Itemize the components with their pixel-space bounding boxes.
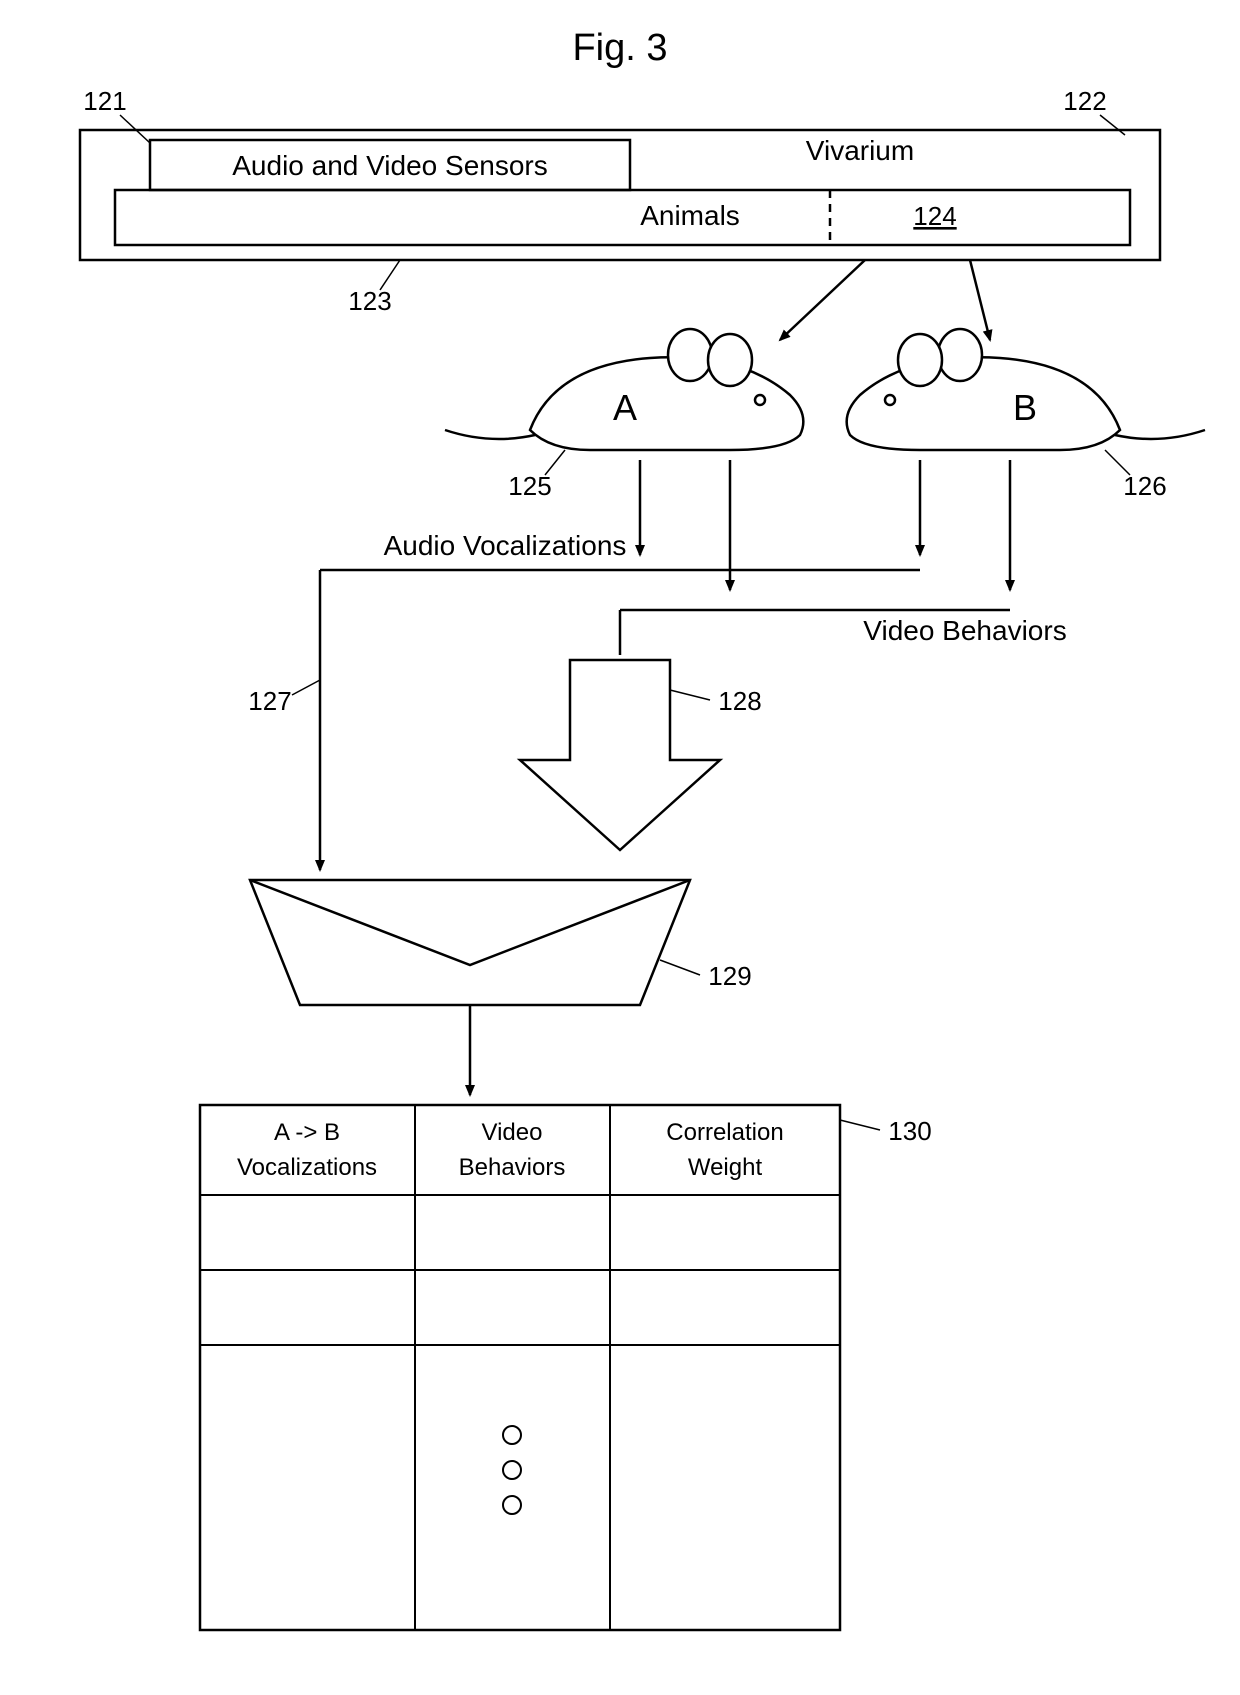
vivarium-label: Vivarium — [806, 135, 914, 166]
ref-128-leader — [670, 690, 710, 700]
animals-label: Animals — [640, 200, 740, 231]
ref-125: 125 — [508, 471, 551, 501]
table-col3b: Weight — [688, 1154, 763, 1181]
video-behav-label: Video Behaviors — [863, 615, 1066, 646]
table-col2a: Video — [482, 1119, 543, 1146]
mouse-a-label: A — [613, 387, 637, 428]
ref-122-leader — [1100, 115, 1125, 135]
ref-128: 128 — [718, 686, 761, 716]
ref-122: 122 — [1063, 86, 1106, 116]
arrow-to-mouse-b — [970, 260, 990, 340]
output-table: A -> B Vocalizations Video Behaviors Cor… — [200, 1105, 840, 1630]
table-col3a: Correlation — [666, 1119, 783, 1146]
ref-129-leader — [660, 960, 700, 975]
ref-123: 123 — [348, 286, 391, 316]
audio-vocal-label: Audio Vocalizations — [384, 530, 627, 561]
mouse-a: A — [445, 329, 803, 450]
ref-130: 130 — [888, 1116, 931, 1146]
ref-130-leader — [840, 1120, 880, 1130]
table-col1a: A -> B — [274, 1119, 340, 1146]
table-col2b: Behaviors — [459, 1154, 566, 1181]
ref-129: 129 — [708, 961, 751, 991]
sensors-label: Audio and Video Sensors — [232, 150, 548, 181]
ref-126: 126 — [1123, 471, 1166, 501]
block-arrow — [520, 660, 720, 850]
mouse-b-label: B — [1013, 387, 1037, 428]
ref-127: 127 — [248, 686, 291, 716]
ref-127-leader — [292, 680, 320, 695]
funnel — [250, 880, 690, 1010]
figure-title: Fig. 3 — [572, 27, 667, 69]
mouse-b: B — [847, 329, 1205, 450]
ref-124: 124 — [913, 201, 956, 231]
table-col1b: Vocalizations — [237, 1154, 377, 1181]
animals-box — [115, 190, 1130, 245]
arrow-to-mouse-a — [780, 260, 865, 340]
ref-121: 121 — [83, 86, 126, 116]
